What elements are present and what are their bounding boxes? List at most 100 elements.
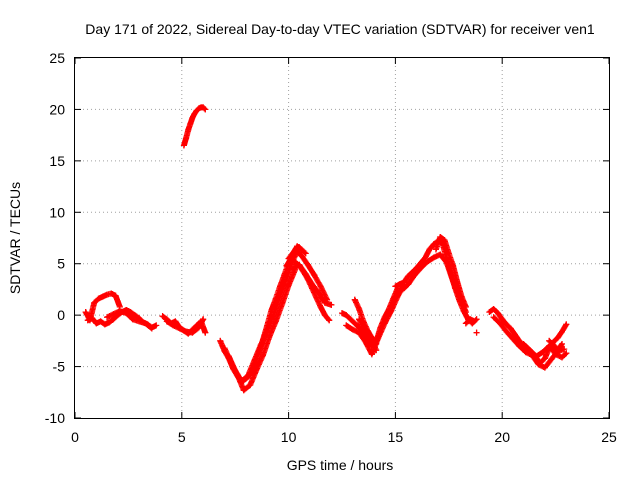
data-point [183, 328, 190, 335]
data-point [497, 320, 504, 327]
data-point [509, 335, 516, 342]
data-point [266, 333, 273, 340]
data-point [541, 364, 548, 371]
data-point [309, 281, 316, 288]
data-point [285, 255, 292, 262]
data-point [202, 106, 209, 113]
data-point [225, 353, 232, 360]
data-point [339, 310, 345, 317]
data-point [176, 325, 183, 332]
data-point [259, 352, 266, 359]
data-point [116, 308, 123, 315]
data-point [317, 283, 324, 290]
data-point [110, 316, 117, 323]
data-point [454, 279, 461, 286]
x-tick-label: 15 [388, 429, 404, 445]
data-point [127, 309, 134, 316]
y-tick-label: -5 [53, 359, 66, 375]
data-point [368, 351, 375, 358]
data-point [238, 377, 245, 384]
data-point [95, 295, 102, 302]
data-point [351, 296, 358, 303]
data-point [112, 292, 119, 299]
data-point [546, 343, 553, 349]
data-point [392, 283, 399, 290]
data-point [541, 355, 548, 362]
data-point [445, 250, 452, 257]
data-point [99, 293, 106, 300]
data-point [554, 347, 561, 354]
data-point [373, 347, 380, 354]
data-point [394, 293, 401, 300]
data-point [302, 271, 309, 277]
data-point [426, 246, 433, 253]
data-point [277, 293, 284, 300]
x-axis-label: GPS time / hours [287, 457, 394, 473]
data-point [360, 325, 367, 332]
data-point [185, 127, 192, 133]
data-point [296, 244, 303, 251]
data-point [507, 325, 514, 332]
data-point [317, 303, 324, 310]
data-point [189, 114, 196, 121]
data-point [82, 309, 89, 316]
grid [75, 58, 609, 418]
data-point [123, 310, 130, 317]
data-point [217, 337, 224, 344]
data-point [106, 319, 113, 326]
data-point [153, 322, 160, 329]
data-point [321, 312, 328, 319]
data-point [405, 273, 412, 280]
data-point [494, 310, 501, 317]
data-point [264, 327, 271, 334]
data-point [221, 345, 228, 352]
data-point [89, 315, 96, 322]
data-point [110, 311, 117, 318]
data-point [326, 317, 333, 324]
data-point [499, 316, 506, 323]
data-point [253, 366, 260, 373]
data-point [343, 312, 350, 319]
plot-frame [74, 57, 610, 419]
data-point [462, 303, 469, 310]
data-point [159, 313, 166, 320]
data-point [535, 361, 542, 368]
data-point [202, 329, 209, 336]
data-point [97, 318, 104, 325]
data-point [283, 276, 290, 283]
data-point [232, 367, 239, 374]
data-point [302, 250, 309, 257]
data-point [356, 305, 363, 312]
y-tick-label: 20 [49, 101, 65, 117]
data-point [170, 322, 177, 329]
data-point [441, 237, 448, 244]
data-point [526, 347, 533, 354]
x-tick-label: 25 [601, 429, 617, 445]
series-trace [163, 316, 207, 336]
data-point [559, 340, 566, 347]
data-point [129, 316, 136, 323]
data-point [298, 252, 305, 259]
data-point [270, 312, 277, 319]
data-point [84, 317, 91, 324]
data-point [400, 279, 407, 286]
y-tick-label: 5 [57, 256, 65, 272]
axis-ticks: 0 5 10 15 20 25 -10 -5 0 5 10 15 20 25 [45, 50, 617, 445]
chart-title: Day 171 of 2022, Sidereal Day-to-day VTE… [85, 21, 595, 37]
data-point [398, 287, 405, 294]
data-point [292, 247, 299, 254]
x-tick-label: 20 [494, 429, 510, 445]
data-point [503, 321, 510, 328]
data-point [351, 320, 358, 327]
data-point [437, 251, 444, 258]
data-point [546, 337, 553, 344]
data-point [349, 326, 356, 333]
data-point [411, 272, 418, 279]
data-point [422, 254, 429, 261]
data-point [486, 309, 493, 316]
data-point [559, 328, 566, 335]
data-point [328, 301, 335, 308]
data-point [388, 308, 395, 315]
data-point [136, 318, 143, 325]
data-point [467, 316, 474, 323]
